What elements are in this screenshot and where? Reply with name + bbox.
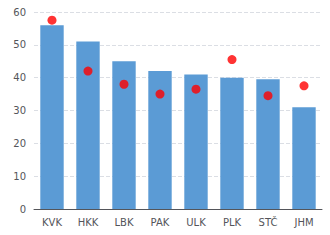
svg-text:PAK: PAK	[151, 217, 170, 228]
svg-text:KVK: KVK	[42, 217, 62, 228]
svg-text:STČ: STČ	[259, 216, 278, 228]
svg-text:PLK: PLK	[223, 217, 242, 228]
svg-text:60: 60	[13, 7, 26, 18]
svg-text:10: 10	[13, 171, 26, 182]
svg-text:20: 20	[13, 138, 26, 149]
svg-text:40: 40	[13, 72, 26, 83]
svg-text:HKK: HKK	[78, 217, 99, 228]
svg-text:50: 50	[13, 39, 26, 50]
svg-text:JHM: JHM	[293, 217, 313, 228]
svg-text:0: 0	[20, 204, 26, 215]
svg-text:ULK: ULK	[186, 217, 206, 228]
svg-text:30: 30	[13, 105, 26, 116]
svg-text:LBK: LBK	[115, 217, 134, 228]
